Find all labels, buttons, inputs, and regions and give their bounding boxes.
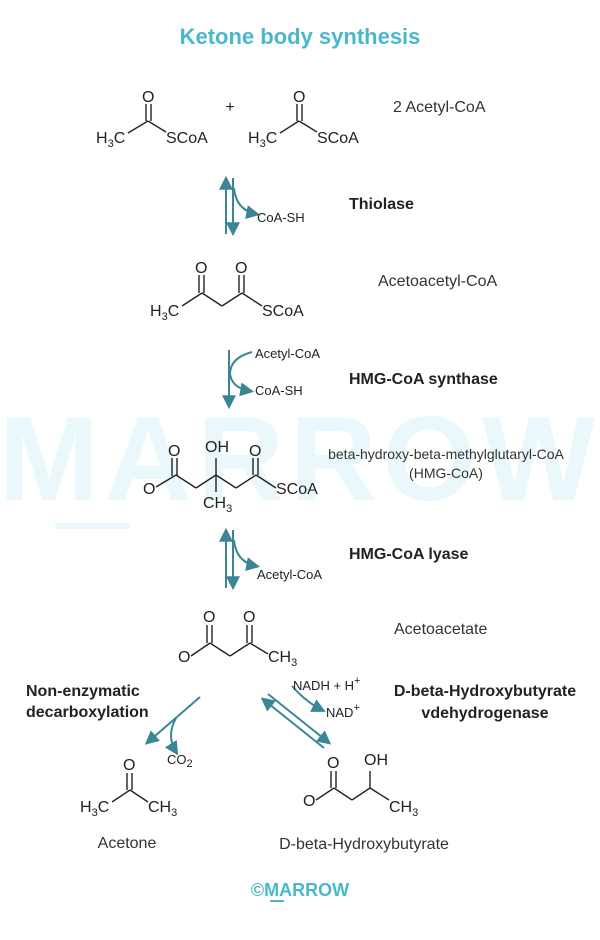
coa-sh-cofactor-1: CoA-SH bbox=[257, 210, 305, 225]
hydroxybutyrate-structure: O O OH CH3 bbox=[303, 752, 418, 819]
svg-text:H3C: H3C bbox=[80, 799, 109, 819]
svg-text:O: O bbox=[327, 755, 339, 772]
watermark: MARROW bbox=[0, 392, 600, 526]
svg-text:O: O bbox=[243, 609, 255, 626]
hmg-coa-name-line1: beta-hydroxy-beta-methylglutaryl-CoA bbox=[328, 446, 564, 462]
svg-text:SCoA: SCoA bbox=[262, 303, 304, 320]
footer-logo: ©MARROW bbox=[251, 880, 349, 900]
acetone-name: Acetone bbox=[98, 835, 157, 852]
nadh-label: NADH + H+ bbox=[293, 675, 360, 693]
decarboxylation-arrow bbox=[144, 696, 201, 756]
svg-text:SCoA: SCoA bbox=[276, 481, 318, 498]
h3c-label: H3C bbox=[96, 130, 125, 150]
co2-label: CO2 bbox=[167, 752, 193, 770]
dehydrogenase-label-line2: vdehydrogenase bbox=[421, 705, 548, 722]
thiolase-label: Thiolase bbox=[349, 196, 414, 213]
acetoacetyl-coa-structure: H3C O O SCoA bbox=[150, 260, 304, 323]
oxygen-label: O bbox=[142, 89, 154, 106]
svg-text:OH: OH bbox=[205, 439, 229, 456]
dehydrogenase-reversible-arrow bbox=[260, 685, 332, 749]
footer-underline bbox=[270, 900, 284, 902]
svg-text:OH: OH bbox=[364, 752, 388, 769]
hmg-synthase-arrow bbox=[222, 350, 255, 410]
acetoacetyl-coa-name: Acetoacetyl-CoA bbox=[378, 273, 497, 290]
svg-text:O: O bbox=[249, 443, 261, 460]
svg-text:O: O bbox=[303, 793, 315, 810]
diagram-title: Ketone body synthesis bbox=[180, 24, 421, 49]
nad-label: NAD+ bbox=[326, 702, 360, 720]
hmg-synthase-label: HMG-CoA synthase bbox=[349, 371, 498, 388]
svg-text:O: O bbox=[168, 443, 180, 460]
svg-text:H3C: H3C bbox=[248, 130, 277, 150]
plus-sign: + bbox=[225, 99, 234, 116]
non-enzymatic-label-line2: decarboxylation bbox=[26, 704, 149, 721]
acetoacetate-structure: O O O CH3 bbox=[178, 609, 297, 669]
svg-text:H3C: H3C bbox=[150, 303, 179, 323]
scoa-label: SCoA bbox=[166, 130, 208, 147]
svg-text:O: O bbox=[293, 89, 305, 106]
acetoacetate-name: Acetoacetate bbox=[394, 621, 488, 638]
hmg-lyase-label: HMG-CoA lyase bbox=[349, 546, 469, 563]
acetyl-coa-structure-2: H3C O SCoA bbox=[248, 89, 359, 150]
svg-text:O: O bbox=[178, 649, 190, 666]
non-enzymatic-label-line1: Non-enzymatic bbox=[26, 683, 140, 700]
acetone-structure: H3C O CH3 bbox=[80, 757, 177, 819]
dehydrogenase-label-line1: D-beta-Hydroxybutyrate bbox=[394, 683, 576, 700]
svg-text:CH3: CH3 bbox=[148, 799, 177, 819]
hmg-coa-structure: O O OH CH3 O SCoA bbox=[143, 439, 318, 515]
hmg-lyase-reversible-arrow bbox=[219, 527, 261, 591]
svg-text:CH3: CH3 bbox=[203, 495, 232, 515]
thiolase-reversible-arrow bbox=[219, 175, 261, 237]
hydroxybutyrate-name: D-beta-Hydroxybutyrate bbox=[279, 836, 449, 853]
svg-text:O: O bbox=[123, 757, 135, 774]
hmg-coa-name-line2: (HMG-CoA) bbox=[409, 465, 483, 481]
svg-text:CH3: CH3 bbox=[389, 799, 418, 819]
svg-text:SCoA: SCoA bbox=[317, 130, 359, 147]
svg-text:CH3: CH3 bbox=[268, 649, 297, 669]
acetyl-coa-structure-1: H3C O SCoA bbox=[96, 89, 208, 150]
svg-text:O: O bbox=[235, 260, 247, 277]
watermark-underline bbox=[55, 523, 130, 529]
acetyl-coa-name: 2 Acetyl-CoA bbox=[393, 99, 486, 116]
svg-text:O: O bbox=[203, 609, 215, 626]
acetyl-coa-cofactor-1: Acetyl-CoA bbox=[255, 346, 320, 361]
coa-sh-cofactor-2: CoA-SH bbox=[255, 383, 303, 398]
svg-text:O: O bbox=[195, 260, 207, 277]
svg-text:O: O bbox=[143, 481, 155, 498]
acetyl-coa-cofactor-2: Acetyl-CoA bbox=[257, 567, 322, 582]
